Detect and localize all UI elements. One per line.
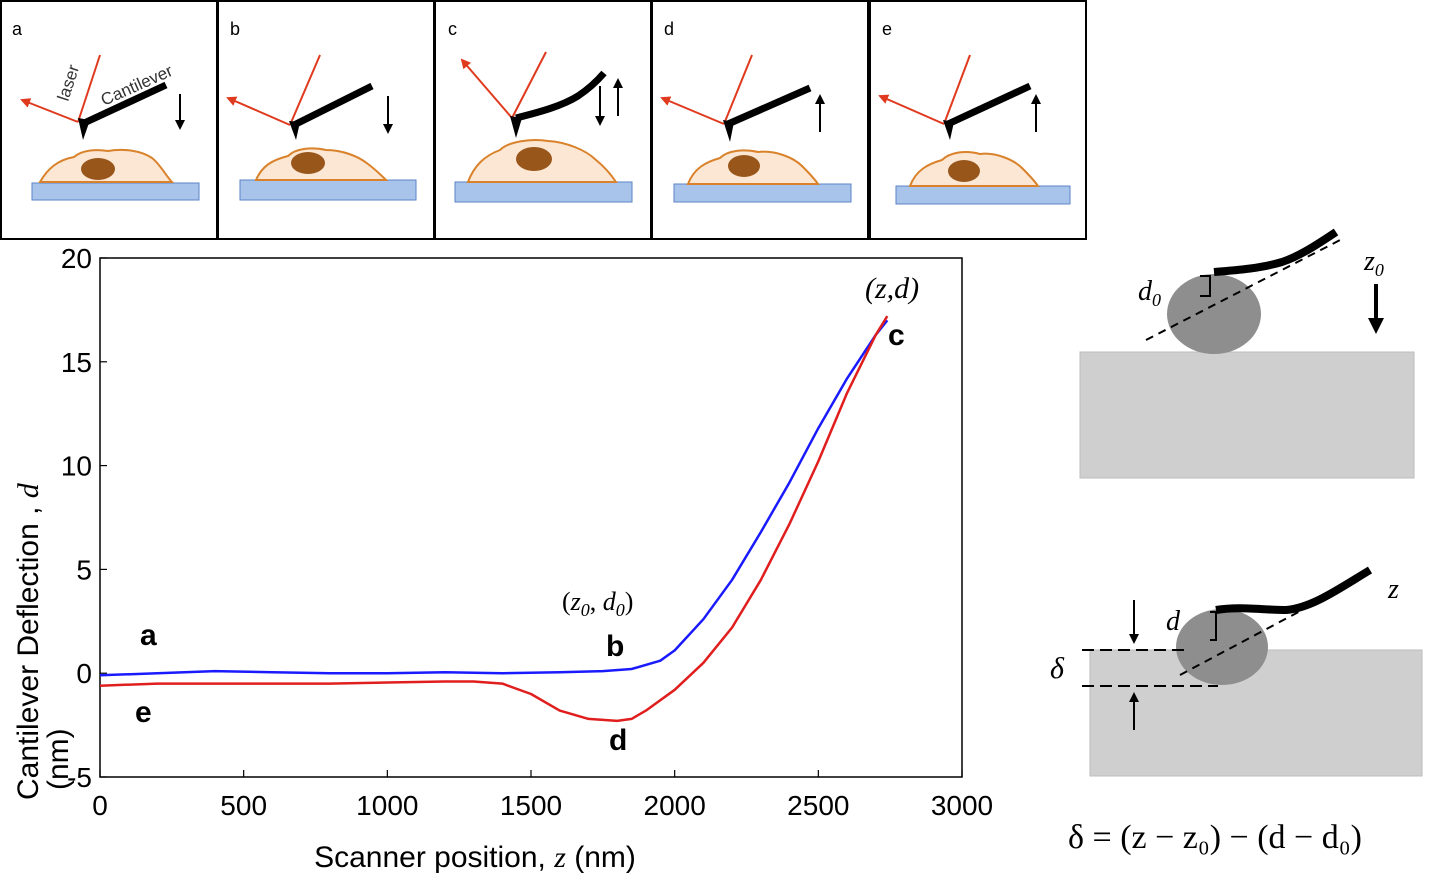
panel-letter-c: c — [448, 19, 457, 39]
plot-frame — [99, 257, 963, 778]
point-label-z0d0: (z0, d0) — [562, 587, 633, 620]
panel-c: c — [434, 0, 652, 240]
panel-letter-a: a — [12, 19, 23, 39]
series-group — [99, 315, 889, 723]
panel-letter-d: d — [664, 19, 674, 39]
y-tick-label: 15 — [61, 347, 92, 378]
point-label-zd: (z,d) — [865, 272, 919, 305]
point-label-a: a — [140, 619, 157, 652]
x-tick-label: 1000 — [356, 790, 418, 821]
x-tick-label: 3000 — [931, 790, 993, 821]
y-axis-label: Cantilever Deflection , d — [12, 482, 45, 800]
approach-curve — [99, 319, 889, 677]
z0-label: z0 — [1363, 246, 1384, 280]
point-label-c: c — [888, 319, 905, 352]
retract-curve — [99, 315, 889, 723]
panel-letter-e: e — [882, 19, 892, 39]
y-tick-label: -5 — [67, 762, 92, 793]
x-tick-label: 1500 — [500, 790, 562, 821]
x-tick-label: 2000 — [644, 790, 706, 821]
schematic-bottom: d z δ — [1050, 566, 1423, 777]
y-ticks: -5 0 5 10 15 20 — [61, 243, 107, 793]
y-tick-label: 10 — [61, 451, 92, 482]
panel-letter-b: b — [230, 19, 240, 39]
point-label-b: b — [606, 630, 624, 663]
x-tick-label: 2500 — [787, 790, 849, 821]
d0-label: d0 — [1138, 276, 1161, 310]
d-label: d — [1166, 606, 1181, 637]
x-ticks: 0 500 1000 1500 2000 2500 3000 — [92, 770, 993, 821]
z-label: z — [1387, 574, 1399, 605]
panel-d: d — [651, 0, 869, 240]
point-label-e: e — [135, 696, 152, 729]
y-tick-label: 0 — [76, 658, 92, 689]
point-label-d: d — [609, 724, 627, 757]
x-axis-label: Scanner position, z (nm) — [314, 841, 636, 874]
panel-e: e — [869, 0, 1087, 240]
panel-b: b — [217, 0, 435, 240]
y-axis-unit: (nm) — [42, 728, 75, 790]
y-tick-label: 5 — [76, 554, 92, 585]
x-tick-label: 500 — [220, 790, 267, 821]
schematic-top: d0 z0 — [1079, 228, 1415, 479]
indentation-equation: δ = (z − z₀) − (d − d₀) — [1068, 819, 1362, 856]
delta-label: δ — [1050, 652, 1065, 685]
panel-a: a laser Cantilever — [0, 0, 218, 240]
y-tick-label: 20 — [61, 243, 92, 274]
x-tick-label: 0 — [92, 790, 108, 821]
